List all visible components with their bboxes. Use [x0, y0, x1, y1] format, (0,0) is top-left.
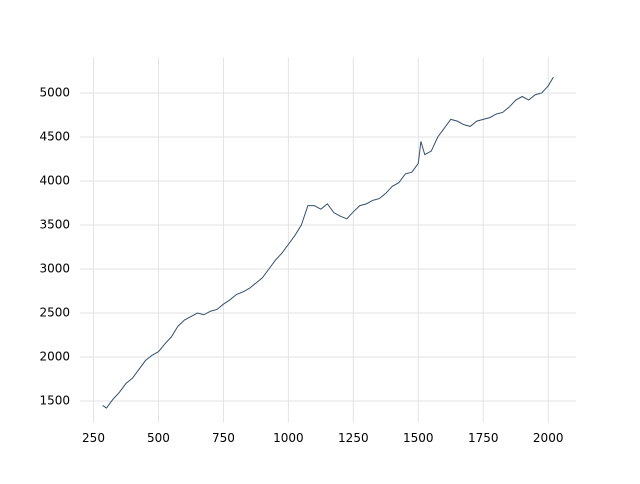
y-tick-label: 2500	[39, 306, 70, 320]
x-tick-label: 500	[147, 431, 170, 445]
x-tick-label: 250	[82, 431, 105, 445]
y-tick-label: 4500	[39, 129, 70, 143]
x-tick-label: 1000	[273, 431, 304, 445]
y-tick-label: 1500	[39, 394, 70, 408]
y-tick-label: 3000	[39, 261, 70, 275]
data-line	[102, 76, 554, 409]
y-tick-label: 2000	[39, 350, 70, 364]
y-tick-label: 4000	[39, 173, 70, 187]
y-tick-label: 5000	[39, 85, 70, 99]
x-tick-label: 1250	[338, 431, 369, 445]
x-tick-label: 1500	[403, 431, 434, 445]
x-tick-label: 1750	[468, 431, 499, 445]
x-tick-label: 2000	[533, 431, 564, 445]
y-tick-label: 3500	[39, 217, 70, 231]
x-tick-label: 750	[212, 431, 235, 445]
